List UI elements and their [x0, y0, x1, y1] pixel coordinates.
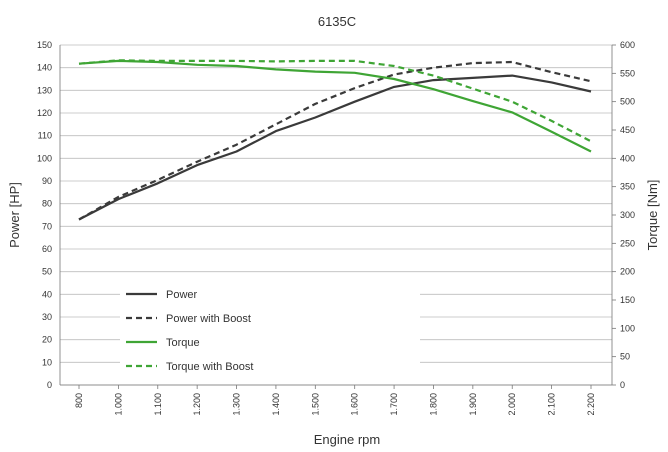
y-axis-left-title: Power [HP]: [7, 182, 22, 248]
grid: [59, 44, 616, 389]
series-line-power-with-boost: [78, 60, 592, 221]
x-tick-label: 1.600: [350, 393, 360, 416]
y-right-tick-label: 50: [620, 352, 630, 362]
legend-label: Power: [166, 289, 198, 301]
y-left-tick-label: 0: [47, 380, 52, 390]
y-left-tick-label: 60: [42, 244, 52, 254]
y-left-tick-label: 20: [42, 335, 52, 345]
legend: Power Power with Boost Torque Torque with B…: [120, 281, 420, 378]
x-tick-label: 1.500: [310, 393, 320, 416]
x-tick-label: 1.900: [468, 393, 478, 416]
y-right-tick-label: 600: [620, 40, 635, 50]
y-right-tick-label: 250: [620, 238, 635, 248]
y-right-tick-label: 200: [620, 267, 635, 277]
x-tick-label: 2.200: [586, 393, 596, 416]
y-left-tick-label: 120: [37, 108, 52, 118]
x-tick-label: 1.300: [232, 393, 242, 416]
legend-label: Torque: [166, 337, 200, 349]
y-axis-right-title: Torque [Nm]: [645, 180, 660, 251]
x-tick-label: 1.800: [428, 393, 438, 416]
x-tick-label: 2.100: [547, 393, 557, 416]
series-line-power: [78, 74, 592, 221]
tick-labels: 0 10 20 30 40 50 60 70 80 90 100 110 120 130 140 150 0 50…: [37, 40, 635, 416]
x-tick-label: 1.200: [192, 393, 202, 416]
y-right-tick-label: 550: [620, 68, 635, 78]
y-left-tick-label: 10: [42, 357, 52, 367]
legend-label: Power with Boost: [166, 313, 251, 325]
y-right-tick-label: 500: [620, 97, 635, 107]
x-tick-label: 1.700: [389, 393, 399, 416]
series-lines: [78, 59, 592, 221]
y-left-tick-label: 80: [42, 199, 52, 209]
legend-label: Torque with Boost: [166, 361, 253, 373]
x-tick-label: 1.000: [113, 393, 123, 416]
y-left-tick-label: 50: [42, 267, 52, 277]
y-left-tick-label: 130: [37, 85, 52, 95]
y-left-tick-label: 70: [42, 221, 52, 231]
x-tick-label: 2.000: [507, 393, 517, 416]
x-axis-title: Engine rpm: [314, 432, 380, 447]
y-left-tick-label: 30: [42, 312, 52, 322]
y-left-tick-label: 90: [42, 176, 52, 186]
y-left-tick-label: 140: [37, 63, 52, 73]
x-tick-label: 1.400: [271, 393, 281, 416]
y-right-tick-label: 300: [620, 210, 635, 220]
y-right-tick-label: 150: [620, 295, 635, 305]
y-right-tick-label: 350: [620, 182, 635, 192]
legend-background: [120, 281, 420, 378]
y-left-tick-label: 40: [42, 289, 52, 299]
chart-title: 6135C: [318, 14, 356, 29]
y-right-tick-label: 400: [620, 153, 635, 163]
y-right-tick-label: 450: [620, 125, 635, 135]
y-left-tick-label: 100: [37, 153, 52, 163]
y-left-tick-label: 110: [38, 131, 52, 141]
x-tick-label: 1.100: [153, 393, 163, 416]
series-line-torque-with-boost: [78, 59, 592, 143]
y-right-tick-label: 0: [620, 380, 625, 390]
y-left-tick-label: 150: [37, 40, 52, 50]
series-line-torque: [78, 59, 592, 153]
y-right-tick-label: 100: [620, 323, 635, 333]
x-tick-label: 800: [74, 393, 84, 408]
